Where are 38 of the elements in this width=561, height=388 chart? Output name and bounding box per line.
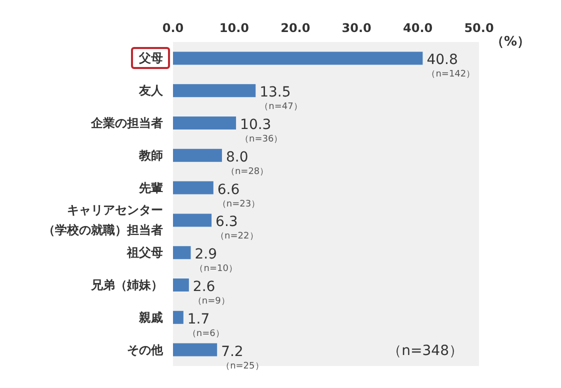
x-tick-label: 30.0	[342, 21, 372, 35]
y-tick-label: 兄弟（姉妹）	[90, 278, 163, 292]
bar	[173, 246, 191, 260]
y-tick-label: 企業の担当者	[90, 116, 163, 130]
bar	[173, 214, 212, 227]
data-label: 7.2 （n=25）	[221, 344, 264, 372]
y-tick-label: その他	[127, 342, 164, 357]
data-label: 6.3 （n=22）	[216, 214, 258, 242]
x-tick-label: 40.0	[402, 21, 433, 35]
y-tick-label: 先輩	[138, 180, 163, 195]
data-label: 13.5 （n=47）	[260, 84, 302, 112]
bar	[173, 278, 189, 292]
bar	[173, 181, 214, 194]
y-tick-label: 父母	[138, 51, 163, 66]
y-tick-label: キャリアセンター（学校の就職）担当者	[43, 203, 163, 238]
data-label: 6.6 （n=23）	[217, 182, 260, 210]
data-label: 2.6 （n=9）	[192, 279, 230, 306]
y-tick-label: 教師	[138, 148, 163, 162]
data-label: 2.9 （n=10）	[194, 246, 238, 274]
bar	[173, 343, 218, 356]
data-label: 8.0 （n=28）	[226, 149, 269, 177]
y-tick-label: 親戚	[138, 310, 163, 324]
bar	[173, 310, 184, 324]
x-tick-label: 20.0	[280, 21, 310, 35]
data-label: 10.3 （n=36）	[240, 117, 283, 144]
x-tick-label: 0.0	[162, 21, 184, 35]
y-tick-label: 祖父母	[126, 246, 163, 260]
data-label: 1.7 （n=6）	[187, 311, 224, 339]
x-axis-title: （%）	[491, 34, 530, 50]
x-tick-label: 10.0	[219, 21, 250, 35]
bar	[173, 52, 423, 65]
y-tick-label: 友人	[138, 84, 164, 98]
data-label: 40.8 （n=142）	[426, 52, 476, 80]
annotation: （n=348）	[388, 343, 464, 359]
bar	[173, 84, 256, 98]
bar	[173, 148, 222, 162]
bar	[173, 116, 236, 130]
x-tick-label: 50.0	[464, 21, 494, 35]
